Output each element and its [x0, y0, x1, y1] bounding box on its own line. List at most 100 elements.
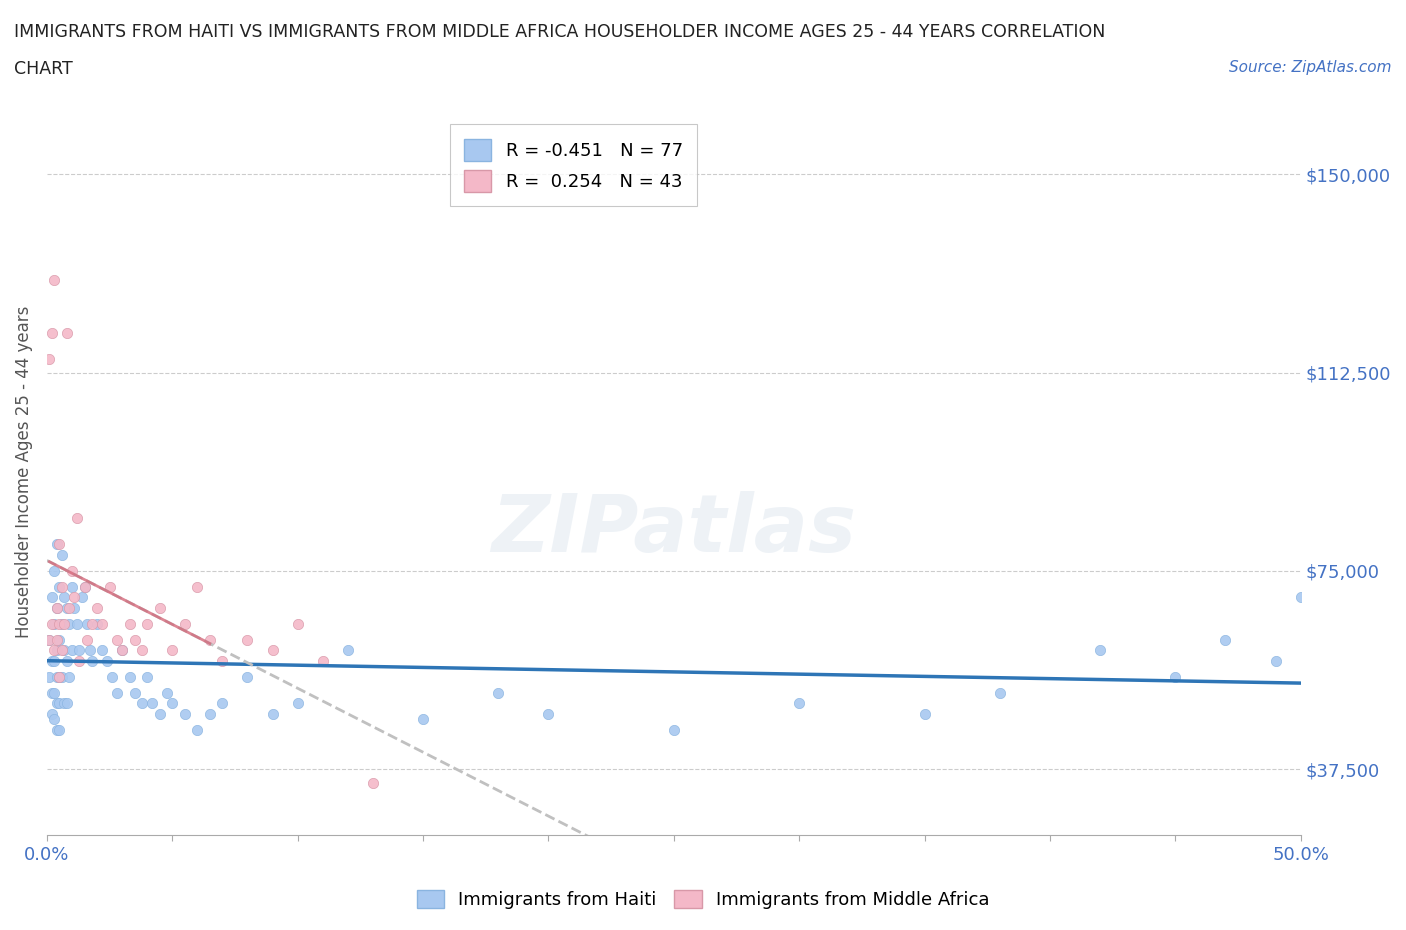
Point — [486, 685, 509, 700]
Point — [149, 706, 172, 721]
Point — [173, 706, 195, 721]
Point — [45, 601, 67, 616]
Point — [63, 590, 86, 604]
Point — [186, 723, 208, 737]
Y-axis label: Householder Income Ages 25 - 44 years: Householder Income Ages 25 - 44 years — [15, 306, 32, 638]
Point — [131, 696, 153, 711]
Point — [56, 654, 79, 669]
Point — [79, 643, 101, 658]
Point — [45, 670, 67, 684]
Point — [73, 579, 96, 594]
Point — [1264, 654, 1286, 669]
Point — [124, 632, 146, 647]
Point — [287, 617, 309, 631]
Point — [156, 685, 179, 700]
Point — [162, 696, 184, 711]
Point — [101, 670, 124, 684]
Point — [76, 617, 98, 631]
Point — [69, 654, 91, 669]
Point — [236, 670, 259, 684]
Point — [141, 696, 163, 711]
Point — [1088, 643, 1111, 658]
Point — [44, 564, 66, 578]
Point — [45, 723, 67, 737]
Point — [56, 696, 79, 711]
Point — [111, 643, 134, 658]
Point — [162, 643, 184, 658]
Point — [787, 696, 810, 711]
Point — [86, 617, 108, 631]
Point — [56, 326, 79, 340]
Point — [537, 706, 560, 721]
Point — [38, 352, 60, 366]
Point — [136, 670, 159, 684]
Point — [69, 643, 91, 658]
Point — [60, 564, 83, 578]
Point — [51, 643, 73, 658]
Point — [111, 643, 134, 658]
Point — [1215, 632, 1237, 647]
Point — [53, 696, 76, 711]
Point — [44, 685, 66, 700]
Point — [45, 537, 67, 551]
Point — [96, 654, 118, 669]
Point — [105, 632, 128, 647]
Point — [988, 685, 1011, 700]
Point — [198, 706, 221, 721]
Point — [662, 723, 685, 737]
Point — [60, 579, 83, 594]
Point — [149, 601, 172, 616]
Point — [211, 696, 233, 711]
Point — [76, 632, 98, 647]
Point — [262, 643, 284, 658]
Point — [186, 579, 208, 594]
Point — [44, 272, 66, 287]
Point — [41, 590, 63, 604]
Point — [48, 632, 70, 647]
Point — [45, 643, 67, 658]
Point — [131, 643, 153, 658]
Point — [80, 617, 103, 631]
Point — [236, 632, 259, 647]
Point — [48, 670, 70, 684]
Point — [48, 723, 70, 737]
Point — [44, 654, 66, 669]
Point — [66, 617, 89, 631]
Point — [53, 617, 76, 631]
Point — [51, 670, 73, 684]
Point — [914, 706, 936, 721]
Point — [80, 654, 103, 669]
Point — [41, 685, 63, 700]
Point — [45, 632, 67, 647]
Point — [412, 711, 434, 726]
Point — [118, 617, 141, 631]
Point — [173, 617, 195, 631]
Point — [58, 617, 80, 631]
Point — [41, 706, 63, 721]
Point — [41, 326, 63, 340]
Point — [63, 601, 86, 616]
Point — [262, 706, 284, 721]
Text: Source: ZipAtlas.com: Source: ZipAtlas.com — [1229, 60, 1392, 75]
Point — [361, 775, 384, 790]
Point — [336, 643, 359, 658]
Point — [66, 511, 89, 525]
Point — [91, 617, 114, 631]
Point — [60, 643, 83, 658]
Text: IMMIGRANTS FROM HAITI VS IMMIGRANTS FROM MIDDLE AFRICA HOUSEHOLDER INCOME AGES 2: IMMIGRANTS FROM HAITI VS IMMIGRANTS FROM… — [14, 23, 1105, 41]
Point — [51, 579, 73, 594]
Point — [211, 654, 233, 669]
Point — [41, 617, 63, 631]
Point — [1289, 590, 1312, 604]
Legend: Immigrants from Haiti, Immigrants from Middle Africa: Immigrants from Haiti, Immigrants from M… — [409, 883, 997, 916]
Point — [38, 670, 60, 684]
Point — [48, 670, 70, 684]
Point — [44, 643, 66, 658]
Point — [73, 579, 96, 594]
Point — [312, 654, 335, 669]
Point — [70, 590, 93, 604]
Point — [44, 617, 66, 631]
Point — [124, 685, 146, 700]
Point — [48, 696, 70, 711]
Point — [287, 696, 309, 711]
